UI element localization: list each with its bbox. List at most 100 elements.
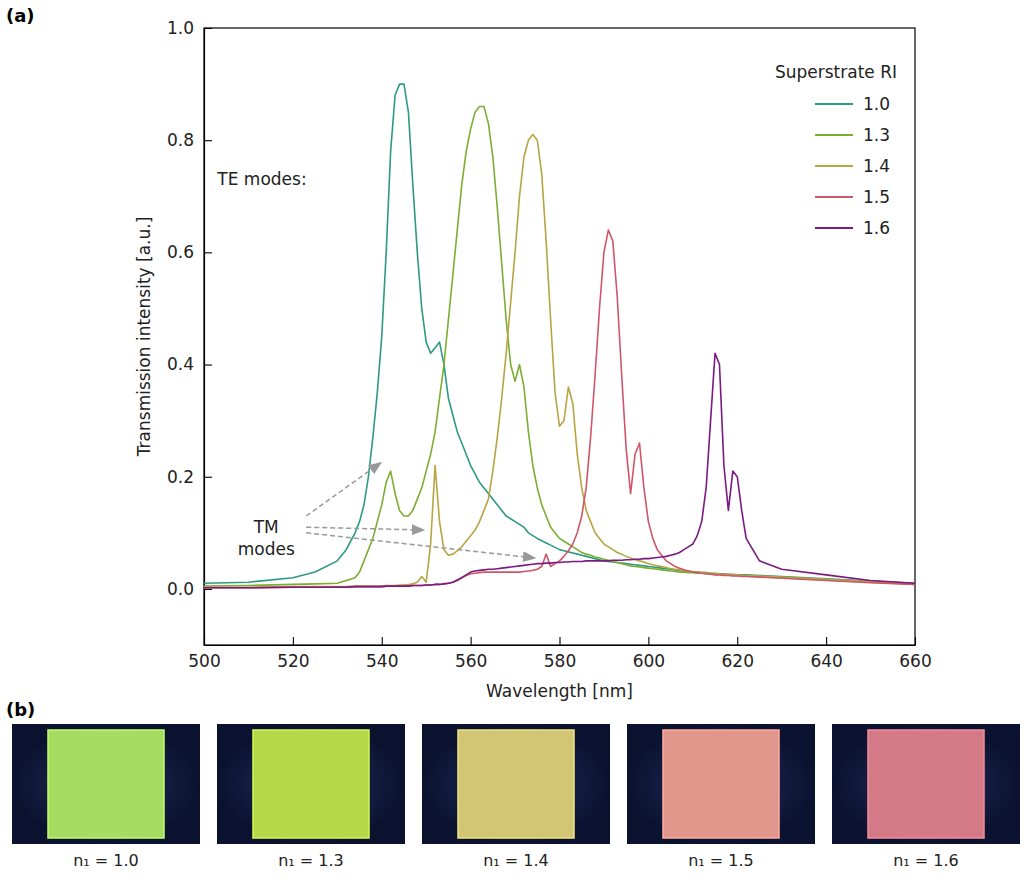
tick-label: 500 — [188, 651, 220, 671]
axis-line — [204, 29, 205, 646]
tick-mark — [204, 140, 212, 141]
legend-item: 1.0 — [815, 94, 890, 114]
legend-swatch — [815, 134, 853, 136]
sample-square — [253, 730, 369, 838]
x-axis: 500 520 540 560 580 600 620 640 660 — [188, 637, 931, 671]
series-line — [204, 353, 915, 587]
legend-swatch — [815, 103, 853, 105]
tick-label: 520 — [277, 651, 309, 671]
x-tick: 520 — [277, 637, 309, 671]
photo-background — [422, 724, 610, 844]
tick-label: 580 — [544, 651, 576, 671]
tick-mark — [382, 637, 383, 645]
y-tick: 0.4 — [167, 354, 212, 374]
legend-swatch — [815, 165, 853, 167]
tick-label: 600 — [633, 651, 665, 671]
photo-caption: n₁ = 1.6 — [893, 851, 959, 870]
tick-label: 540 — [366, 651, 398, 671]
tick-mark — [915, 637, 916, 645]
legend-label: 1.6 — [863, 218, 890, 238]
y-tick: 1.0 — [167, 18, 212, 38]
y-axis-title: Transmission intensity [a.u.] — [134, 217, 154, 458]
legend-label: 1.0 — [863, 94, 890, 114]
photo-background — [217, 724, 405, 844]
legend-label: 1.3 — [863, 125, 890, 145]
annotations: TE modes: TMmodes — [216, 169, 535, 559]
x-tick: 640 — [810, 637, 842, 671]
photo: n₁ = 1.3 — [217, 724, 405, 870]
sample-square — [48, 730, 164, 838]
series-line — [204, 230, 915, 588]
tick-label: 1.0 — [167, 18, 194, 38]
annotation-line: modes — [238, 539, 295, 559]
legend-item: 1.6 — [815, 218, 890, 238]
legend-swatch — [815, 196, 853, 198]
panel-label: (b) — [6, 699, 35, 720]
sample-square — [458, 730, 574, 838]
annotation-line: TE modes: — [216, 169, 306, 189]
tick-mark — [293, 637, 294, 645]
annotation-arrow — [306, 463, 381, 516]
photo-background — [12, 724, 200, 844]
tick-label: 640 — [810, 651, 842, 671]
panel-label: (a) — [6, 5, 35, 26]
y-tick: 0.6 — [167, 242, 212, 262]
photo-background — [627, 724, 815, 844]
x-axis-title: Wavelength [nm] — [486, 681, 633, 701]
axis-line — [205, 645, 916, 646]
tick-label: 0.0 — [167, 579, 194, 599]
tick-mark — [648, 637, 649, 645]
x-tick: 540 — [366, 637, 398, 671]
tick-mark — [204, 589, 212, 590]
plot-frame — [204, 28, 915, 645]
x-tick: 600 — [633, 637, 665, 671]
tick-label: 560 — [455, 651, 487, 671]
tick-mark — [471, 637, 472, 645]
photo: n₁ = 1.5 — [627, 724, 815, 870]
tick-mark — [204, 364, 212, 365]
x-tick: 660 — [899, 637, 931, 671]
legend-item: 1.4 — [815, 156, 890, 176]
annotation-line: TM — [253, 517, 279, 537]
tick-mark — [737, 637, 738, 645]
figure: (a) 500 520 540 560 580 600 620 640 660 0.0 0.2 0.4 0… — [0, 0, 1028, 882]
y-tick: 0.0 — [167, 579, 212, 599]
legend-swatch — [815, 227, 853, 229]
legend-label: 1.5 — [863, 187, 890, 207]
tick-label: 620 — [722, 651, 754, 671]
annotation-arrow — [306, 533, 535, 558]
annotation: TE modes: — [216, 169, 306, 189]
photo: n₁ = 1.6 — [832, 724, 1020, 870]
legend-label: 1.4 — [863, 156, 890, 176]
legend-title: Superstrate RI — [775, 62, 897, 82]
tick-mark — [204, 477, 212, 478]
series-line — [204, 107, 915, 587]
y-tick: 0.8 — [167, 130, 212, 150]
photos: n₁ = 1.0 n₁ = 1.3 n₁ = 1.4 n₁ = 1.5 n₁ = 1.6 — [12, 724, 1020, 870]
lines — [204, 84, 915, 588]
y-tick: 0.2 — [167, 467, 212, 487]
tick-mark — [559, 637, 560, 645]
tick-mark — [204, 28, 212, 29]
tick-label: 0.4 — [167, 354, 194, 374]
photo-caption: n₁ = 1.5 — [688, 851, 754, 870]
photo-background — [832, 724, 1020, 844]
tick-label: 660 — [899, 651, 931, 671]
legend-item: 1.3 — [815, 125, 890, 145]
photo: n₁ = 1.0 — [12, 724, 200, 870]
sample-square — [663, 730, 779, 838]
tick-mark — [826, 637, 827, 645]
x-tick: 620 — [722, 637, 754, 671]
tick-label: 0.2 — [167, 467, 194, 487]
series-line — [204, 84, 915, 583]
legend: Superstrate RI 1.0 1.3 1.4 1.5 1.6 — [775, 62, 897, 238]
x-tick: 560 — [455, 637, 487, 671]
plot: 500 520 540 560 580 600 620 640 660 0.0 0.2 0.4 0.6 0… — [134, 18, 932, 701]
sample-square — [868, 730, 984, 838]
photo-caption: n₁ = 1.3 — [278, 851, 344, 870]
series-line — [204, 135, 915, 588]
photo-caption: n₁ = 1.4 — [483, 851, 549, 870]
tick-mark — [204, 252, 212, 253]
tick-label: 0.8 — [167, 130, 194, 150]
photo: n₁ = 1.4 — [422, 724, 610, 870]
